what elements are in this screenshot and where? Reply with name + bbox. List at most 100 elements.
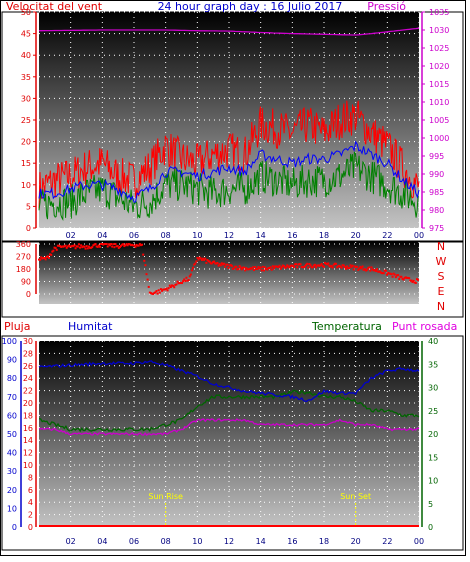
wind-speed-tick-label: 35 <box>21 73 31 82</box>
wind-direction-point <box>112 243 115 246</box>
time-tick-label: 22 <box>382 537 392 546</box>
rain-tick-label: 14 <box>23 436 33 445</box>
wind-direction-point <box>373 268 376 271</box>
wind-direction-point <box>54 247 57 250</box>
wind-direction-point <box>244 269 247 272</box>
humidity-axis: 0 10 20 30 40 50 60 70 80 90 100 <box>2 337 22 532</box>
wind-direction-point <box>101 243 104 245</box>
average-series-line <box>38 140 420 203</box>
wind-direction-point <box>299 263 302 266</box>
wind-direction-point <box>338 264 341 267</box>
wind-direction-point <box>307 266 310 269</box>
wind-direction-point <box>126 244 129 247</box>
wind-direction-point <box>315 266 318 269</box>
wind-direction-point <box>247 268 250 271</box>
wind-direction-point <box>281 264 284 267</box>
wind-direction-point <box>79 246 82 249</box>
wind-direction-point <box>198 256 201 259</box>
wind-direction-point <box>235 265 238 268</box>
wind-direction-point <box>83 245 86 248</box>
wind-direction-point <box>370 266 373 269</box>
wind-direction-point <box>166 289 169 292</box>
wind-direction-point <box>87 245 90 248</box>
wind-speed-tick-label: 20 <box>21 138 31 147</box>
temperature-series-line <box>38 389 420 433</box>
time-tick-label: 22 <box>382 231 392 240</box>
wind-direction-point <box>279 267 282 270</box>
rain-label: Pluja <box>4 320 30 333</box>
wind-direction-point <box>218 263 221 266</box>
wind-direction-point <box>104 243 107 245</box>
pressure-label: Pressió <box>367 0 406 13</box>
wind-direction-point <box>298 263 301 266</box>
wind-direction-point <box>90 246 93 249</box>
wind-direction-tick-label: 180 <box>16 265 31 274</box>
temperature-tick-label: 20 <box>428 430 438 439</box>
wind-direction-point <box>257 266 260 269</box>
time-tick-label: 12 <box>224 231 234 240</box>
wind-direction-point <box>178 281 181 284</box>
wind-direction-point <box>346 265 349 268</box>
compass-label: N <box>437 300 445 313</box>
wind-direction-point <box>194 262 197 265</box>
wind-speed-tick-label: 0 <box>26 224 31 233</box>
wind-direction-point <box>102 243 105 246</box>
wind-direction-point <box>267 267 270 270</box>
wind-direction-point <box>353 265 356 268</box>
temperature-tick-label: 35 <box>428 360 438 369</box>
wind-direction-point <box>111 245 114 248</box>
wind-direction-point <box>333 262 336 265</box>
wind-direction-point <box>277 266 280 269</box>
wind-speed-tick-label: 15 <box>21 159 31 168</box>
wind-direction-point <box>398 277 401 280</box>
wind-direction-point <box>204 257 207 260</box>
wind-direction-point <box>189 273 192 276</box>
wind-direction-point <box>117 246 120 249</box>
humidity-label: Humitat <box>68 320 113 333</box>
wind-direction-point <box>414 281 417 284</box>
rain-tick-label: 30 <box>23 337 33 346</box>
wind-direction-point <box>364 269 367 272</box>
humidity-tick-label: 60 <box>7 411 17 420</box>
temperature-tick-label: 5 <box>428 500 433 509</box>
sun-annotations: Sun Rise Sun Set <box>148 492 371 527</box>
wind-direction-grid <box>39 242 420 304</box>
wind-direction-point <box>367 267 370 270</box>
wind-direction-point <box>215 262 218 265</box>
wind-direction-point <box>356 265 359 268</box>
wind-direction-point <box>56 244 59 247</box>
time-tick-label: 00 <box>414 231 424 240</box>
wind-direction-point <box>259 266 262 269</box>
wind-direction-point <box>393 273 396 276</box>
temp-humidity-panel-border <box>1 335 464 551</box>
rain-tick-label: 6 <box>28 486 33 495</box>
wind-direction-point <box>226 263 229 266</box>
humidity-tick-label: 20 <box>7 486 17 495</box>
wind-direction-point <box>311 266 314 269</box>
wind-direction-point <box>50 253 53 256</box>
wind-direction-point <box>118 246 121 249</box>
wind-direction-point <box>390 273 393 276</box>
wind-direction-point <box>81 246 84 249</box>
wind-direction-point <box>74 247 77 250</box>
pressure-tick-label: 1010 <box>429 98 449 107</box>
wind-speed-tick-label: 50 <box>21 8 31 17</box>
wind-direction-point <box>233 267 236 270</box>
wind-direction-point <box>62 245 65 248</box>
wind-direction-point <box>94 243 97 245</box>
rain-tick-label: 4 <box>28 498 33 507</box>
wind-direction-point <box>361 265 364 268</box>
wind-direction-point <box>300 266 303 269</box>
wind-direction-point <box>410 279 413 282</box>
wind-direction-point <box>98 245 101 248</box>
wind-direction-point <box>318 264 321 267</box>
wind-direction-point <box>350 265 353 268</box>
time-tick-label: 14 <box>256 231 266 240</box>
wind-direction-point <box>377 270 380 273</box>
humidity-tick-label: 90 <box>7 356 17 365</box>
humidity-tick-label: 30 <box>7 467 17 476</box>
wind-direction-point <box>173 286 176 289</box>
wind-direction-point <box>227 266 230 269</box>
wind-direction-point <box>164 288 167 291</box>
wind-direction-point <box>397 274 400 277</box>
